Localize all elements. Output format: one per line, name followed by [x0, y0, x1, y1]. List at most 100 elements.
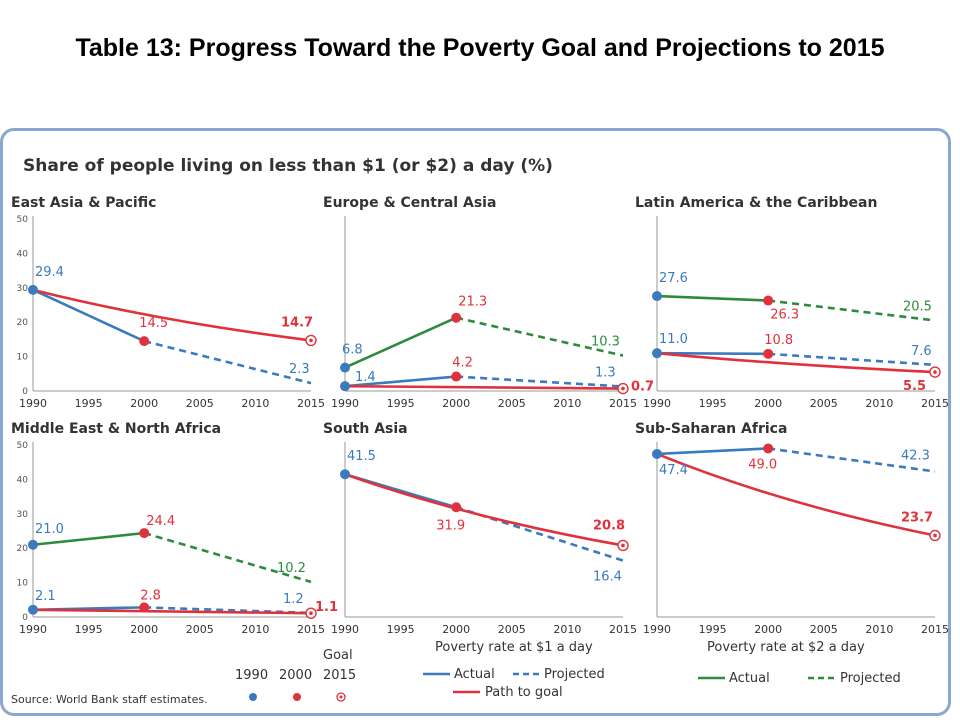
- x-tick-label: 2000: [130, 623, 158, 636]
- data-label: 49.0: [748, 457, 777, 472]
- panel-3: Middle East & North Africa 0 10 20 30 40 50 199…: [11, 421, 338, 636]
- data-label: 7.6: [911, 344, 932, 359]
- series-proj2: [455, 316, 624, 357]
- panel-title: Middle East & North Africa: [11, 421, 221, 437]
- series-proj1: [144, 606, 312, 615]
- panel-title: South Asia: [323, 421, 408, 437]
- x-tick-label: 1995: [387, 397, 415, 410]
- data-label: 1.4: [355, 370, 376, 385]
- data-label: 0.7: [631, 380, 654, 395]
- marker-2000: [139, 528, 150, 539]
- source-note: Source: World Bank staff estimates.: [11, 693, 208, 706]
- panel-2: Latin America & the Caribbean 1990 1995 200…: [635, 195, 948, 410]
- marker-1990: [340, 362, 350, 373]
- marker-1990: [28, 284, 38, 295]
- data-label: 14.5: [139, 316, 168, 331]
- data-label: 21.3: [458, 295, 487, 310]
- legend-year-1990: 1990: [235, 668, 268, 683]
- x-tick-label: 1990: [643, 623, 671, 636]
- data-label: 10.8: [764, 333, 793, 348]
- data-label: 1.2: [283, 592, 304, 607]
- legend-year-2015: 2015: [323, 668, 356, 683]
- legend-proj1-label: Projected: [544, 667, 605, 682]
- series-goal: [656, 452, 936, 537]
- series-actual1: [344, 375, 457, 388]
- marker-2000: [451, 371, 462, 382]
- marker-2000: [763, 348, 774, 359]
- x-tick-label: 2005: [810, 397, 838, 410]
- x-tick-label: 2005: [498, 397, 526, 410]
- data-label: 31.9: [436, 518, 465, 533]
- x-tick-label: 2000: [442, 623, 470, 636]
- panel-5: Sub-Saharan Africa 1990 1995 2000 2005 2010 20…: [635, 421, 948, 636]
- series-actual1: [32, 288, 145, 343]
- x-tick-label: 1990: [19, 397, 47, 410]
- data-label: 10.3: [591, 335, 620, 350]
- series-actual2: [344, 316, 457, 369]
- data-label: 2.8: [140, 588, 161, 603]
- series-actual1: [656, 447, 769, 456]
- series-proj2: [143, 531, 312, 584]
- data-label: 21.0: [35, 522, 64, 537]
- series-goal: [32, 608, 312, 615]
- series-goal: [656, 351, 936, 374]
- data-label: 1.3: [595, 366, 616, 381]
- series-actual1: [656, 351, 769, 356]
- data-label: 29.4: [35, 265, 64, 280]
- y-tick-label: 30: [17, 510, 29, 520]
- panel-title: East Asia & Pacific: [11, 195, 156, 211]
- y-tick-label: 50: [17, 441, 29, 451]
- data-label: 20.8: [593, 518, 625, 533]
- marker-2000: [139, 336, 150, 347]
- y-tick-label: 20: [17, 318, 29, 328]
- legend-group2-title: Poverty rate at $2 a day: [707, 640, 865, 655]
- x-tick-label: 2000: [754, 623, 782, 636]
- data-label: 16.4: [593, 570, 622, 585]
- y-tick-label: 0: [22, 613, 28, 623]
- marker-2000: [139, 602, 150, 613]
- goal-marker-dot: [621, 386, 625, 391]
- panel-title: Sub-Saharan Africa: [635, 421, 787, 437]
- x-tick-label: 2010: [865, 397, 893, 410]
- figure-canvas: Share of people living on less than $1 (…: [11, 156, 948, 706]
- data-label: 24.4: [146, 514, 175, 529]
- y-tick-label: 50: [17, 215, 29, 225]
- x-tick-label: 2010: [241, 397, 269, 410]
- x-tick-label: 1990: [331, 623, 359, 636]
- y-tick-label: 0: [22, 387, 28, 397]
- legend-marker-2000: [293, 693, 301, 701]
- panel-title: Europe & Central Asia: [323, 195, 496, 211]
- data-label: 27.6: [659, 271, 688, 286]
- x-tick-label: 1990: [331, 397, 359, 410]
- goal-marker-dot: [621, 543, 625, 548]
- series-proj1: [143, 339, 312, 385]
- panel-0: East Asia & Pacific 0 10 20 30 40 50 1990 1995 20…: [11, 195, 325, 410]
- x-tick-label: 2015: [297, 623, 325, 636]
- x-tick-label: 2015: [609, 397, 637, 410]
- series-goal: [344, 384, 624, 390]
- series-actual2: [32, 531, 145, 547]
- marker-1990: [28, 604, 38, 615]
- data-label: 10.2: [277, 561, 306, 576]
- marker-1990: [652, 291, 662, 302]
- x-tick-label: 1995: [699, 397, 727, 410]
- series-proj1: [456, 375, 624, 388]
- panel-title: Latin America & the Caribbean: [635, 195, 877, 211]
- series-actual2: [656, 294, 769, 302]
- data-label: 2.3: [289, 362, 310, 377]
- data-label: 47.4: [659, 463, 688, 478]
- data-label: 23.7: [901, 510, 933, 525]
- series-proj1: [768, 447, 936, 473]
- x-tick-label: 1990: [19, 623, 47, 636]
- x-tick-label: 2015: [297, 397, 325, 410]
- legend-path-label: Path to goal: [485, 685, 563, 700]
- data-label: 20.5: [903, 299, 932, 314]
- marker-1990: [652, 448, 662, 459]
- legend-year-2000: 2000: [279, 668, 312, 683]
- panel-4: South Asia 1990 1995 2000 2005 2010 2015 41.5 31…: [323, 421, 637, 636]
- series-proj1: [768, 352, 936, 367]
- data-label: 14.7: [281, 315, 313, 330]
- x-tick-label: 2005: [810, 623, 838, 636]
- data-label: 4.2: [452, 356, 473, 371]
- x-tick-label: 2010: [553, 397, 581, 410]
